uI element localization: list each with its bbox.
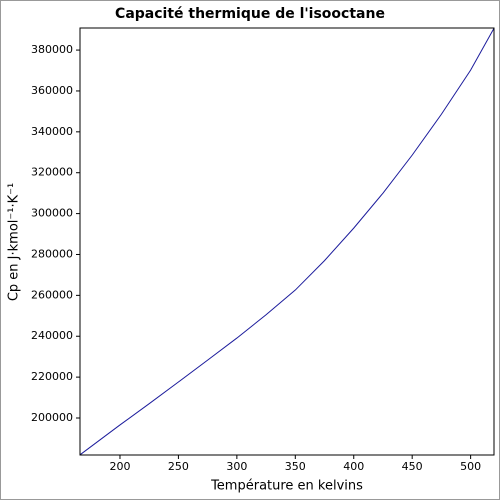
y-tick-label: 380000 [31, 43, 73, 56]
x-tick-label: 300 [226, 460, 247, 473]
x-tick-label: 200 [109, 460, 130, 473]
y-tick-label: 240000 [31, 329, 73, 342]
chart-title: Capacité thermique de l'isooctane [115, 6, 385, 22]
x-tick-label: 250 [168, 460, 189, 473]
x-tick-label: 450 [402, 460, 423, 473]
y-tick-label: 260000 [31, 288, 73, 301]
y-tick-label: 280000 [31, 247, 73, 260]
y-axis-label: Cp en J·kmol⁻¹·K⁻¹ [7, 183, 22, 301]
x-tick-label: 350 [285, 460, 306, 473]
data-line [79, 27, 495, 456]
plot-frame [79, 27, 495, 456]
y-tick-label: 300000 [31, 207, 73, 220]
y-tick-label: 360000 [31, 84, 73, 97]
x-axis-label: Température en kelvins [210, 479, 363, 494]
y-tick-label: 340000 [31, 125, 73, 138]
y-tick-label: 220000 [31, 370, 73, 383]
y-tick-label: 200000 [31, 411, 73, 424]
x-tick-label: 400 [343, 460, 364, 473]
x-tick-label: 500 [460, 460, 481, 473]
y-tick-label: 320000 [31, 166, 73, 179]
